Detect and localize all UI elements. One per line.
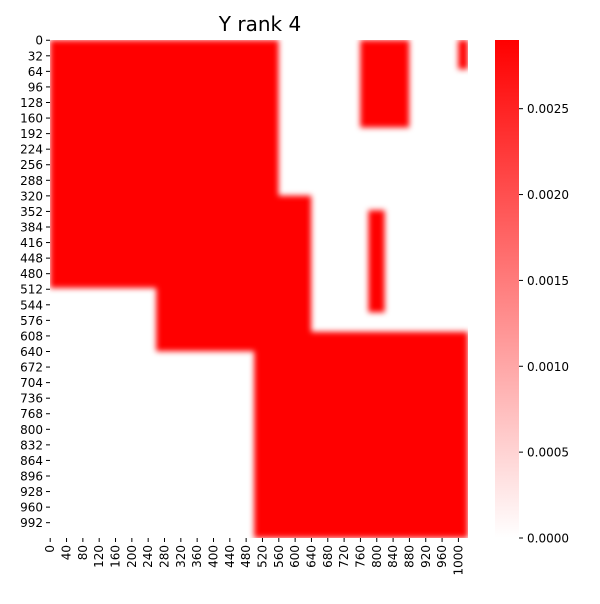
y-tick-label: 704: [20, 376, 43, 390]
x-tick-label: 480: [239, 545, 253, 568]
colorbar-tick-label: 0.0000: [527, 532, 569, 546]
colorbar-tick-label: 0.0025: [527, 102, 569, 116]
y-tick-label: 0: [35, 34, 43, 48]
y-tick-label: 864: [20, 454, 43, 468]
x-tick-label: 320: [174, 545, 188, 568]
y-tick-label: 352: [20, 205, 43, 219]
x-tick-label: 80: [76, 545, 90, 560]
y-axis: 0326496128160192224256288320352384416448…: [20, 34, 50, 530]
y-tick-label: 480: [20, 267, 43, 281]
y-tick-label: 128: [20, 96, 43, 110]
y-tick-label: 64: [28, 65, 43, 79]
colorbar-axis: 0.0000 0.0005 0.0010 0.0015 0.0020 0.0025: [519, 102, 569, 546]
x-tick-label: 720: [337, 545, 351, 568]
y-tick-label: 512: [20, 283, 43, 297]
x-tick-label: 120: [92, 545, 106, 568]
y-tick-label: 544: [20, 298, 43, 312]
heatmap-block: [368, 210, 385, 313]
y-tick-label: 736: [20, 392, 43, 406]
x-tick-label: 680: [321, 545, 335, 568]
x-tick-label: 0: [43, 545, 57, 553]
y-tick-label: 288: [20, 174, 43, 188]
y-tick-label: 640: [20, 345, 43, 359]
heatmap-cells: [50, 40, 468, 538]
colorbar-tick-label: 0.0005: [527, 446, 569, 460]
chart-title: Y rank 4: [218, 12, 302, 36]
y-tick-label: 608: [20, 329, 43, 343]
x-axis: 0 40 80 120 160 200 240 280 320 360 400 440 480 520 56…: [43, 538, 465, 576]
heatmap-block: [254, 331, 468, 538]
y-tick-label: 320: [20, 189, 43, 203]
x-tick-label: 640: [304, 545, 318, 568]
y-tick-label: 192: [20, 127, 43, 141]
x-tick-label: 960: [435, 545, 449, 568]
y-tick-label: 800: [20, 423, 43, 437]
y-tick-label: 160: [20, 112, 43, 126]
y-tick-label: 384: [20, 220, 43, 234]
y-tick-label: 448: [20, 252, 43, 266]
y-tick-label: 32: [28, 49, 43, 63]
heatmap-plot-area: [50, 40, 468, 538]
heatmap-block: [458, 40, 468, 70]
y-tick-label: 96: [28, 80, 43, 94]
x-tick-label: 280: [158, 545, 172, 568]
y-tick-label: 992: [20, 516, 43, 530]
y-tick-label: 672: [20, 361, 43, 375]
x-tick-label: 360: [190, 545, 204, 568]
y-tick-label: 416: [20, 236, 43, 250]
y-tick-label: 896: [20, 469, 43, 483]
x-tick-label: 240: [141, 545, 155, 568]
x-tick-label: 160: [109, 545, 123, 568]
x-tick-label: 520: [255, 545, 269, 568]
y-tick-label: 928: [20, 485, 43, 499]
heatmap-block: [156, 195, 312, 352]
x-tick-label: 600: [288, 545, 302, 568]
y-tick-label: 224: [20, 143, 43, 157]
x-tick-label: 760: [353, 545, 367, 568]
y-tick-label: 256: [20, 158, 43, 172]
x-tick-label: 840: [386, 545, 400, 568]
x-tick-label: 880: [402, 545, 416, 568]
y-tick-label: 960: [20, 501, 43, 515]
colorbar-tick-label: 0.0020: [527, 188, 569, 202]
x-tick-label: 920: [419, 545, 433, 568]
x-tick-label: 1000: [451, 545, 465, 576]
x-tick-label: 400: [206, 545, 220, 568]
x-tick-label: 440: [223, 545, 237, 568]
y-tick-label: 576: [20, 314, 43, 328]
x-tick-label: 560: [272, 545, 286, 568]
colorbar-tick-label: 0.0015: [527, 274, 569, 288]
y-tick-label: 832: [20, 438, 43, 452]
x-tick-label: 40: [60, 545, 74, 560]
colorbar-tick-label: 0.0010: [527, 360, 569, 374]
colorbar: [495, 40, 519, 538]
x-tick-label: 800: [370, 545, 384, 568]
heatmap-block: [360, 40, 410, 128]
heatmap-block: [50, 40, 165, 289]
x-tick-label: 200: [125, 545, 139, 568]
y-tick-label: 768: [20, 407, 43, 421]
